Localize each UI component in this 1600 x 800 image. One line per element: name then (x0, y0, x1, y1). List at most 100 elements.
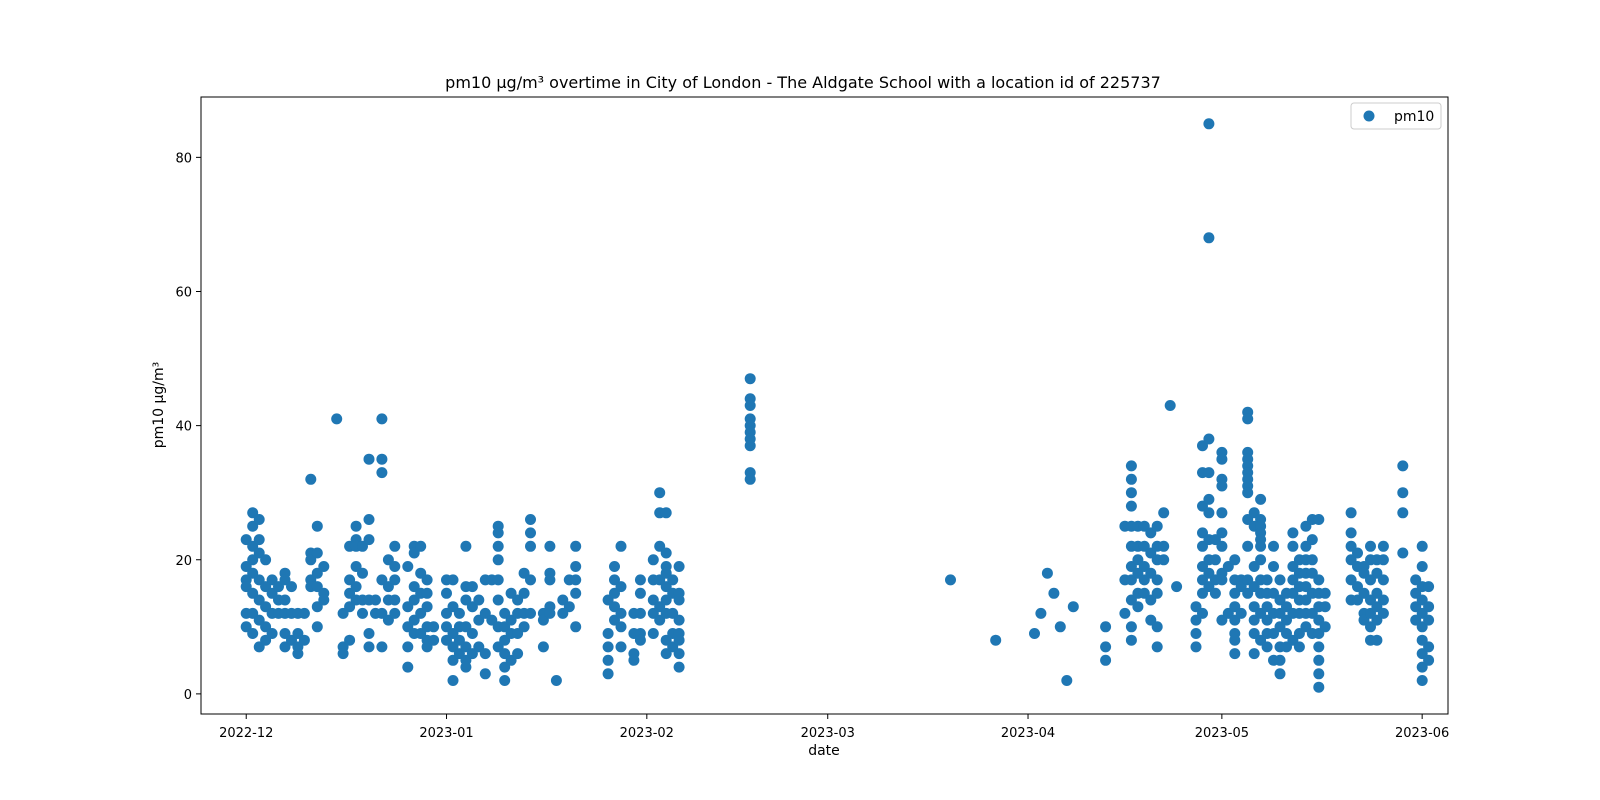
data-point (363, 641, 375, 653)
data-point (1151, 641, 1163, 653)
data-point (266, 628, 278, 639)
data-point (1397, 460, 1409, 472)
data-point (389, 574, 401, 586)
data-point (1151, 587, 1163, 599)
data-point (634, 574, 646, 586)
data-point (311, 547, 323, 559)
data-point (1158, 540, 1170, 552)
data-point (492, 527, 504, 539)
data-point (1313, 668, 1325, 680)
data-point (415, 540, 427, 552)
data-point (1197, 607, 1208, 619)
data-point (1029, 628, 1040, 639)
data-point (525, 527, 536, 539)
data-point (1287, 527, 1299, 539)
data-point (673, 634, 685, 646)
data-point (376, 413, 388, 425)
data-point (247, 554, 259, 566)
data-point (602, 654, 614, 666)
data-point (1235, 607, 1247, 619)
data-point (376, 453, 388, 465)
data-point (654, 487, 666, 499)
data-point (1306, 554, 1318, 566)
data-point (305, 473, 317, 485)
data-point (1151, 520, 1163, 532)
data-point (544, 607, 556, 619)
data-point (1229, 634, 1241, 646)
data-point (1371, 634, 1383, 646)
data-point (363, 514, 375, 525)
data-point (1132, 601, 1144, 613)
data-point (331, 413, 343, 425)
data-point (945, 574, 956, 586)
data-point (1377, 594, 1389, 606)
data-point (298, 607, 310, 619)
data-point (453, 607, 465, 619)
data-point (479, 648, 491, 660)
data-point (1274, 668, 1286, 680)
data-point (376, 641, 388, 653)
legend-box (1350, 102, 1442, 130)
data-point (673, 614, 685, 626)
data-point (570, 540, 582, 552)
data-point (479, 668, 491, 680)
data-point (1125, 621, 1137, 633)
data-point (260, 554, 272, 566)
y-tick-label: 60 (175, 285, 192, 300)
data-point (634, 634, 646, 646)
data-point (253, 514, 265, 525)
data-point (1158, 554, 1170, 566)
data-point (1274, 574, 1286, 586)
data-point (1229, 648, 1241, 660)
data-point (1216, 574, 1228, 586)
data-point (1061, 675, 1073, 686)
data-point (563, 601, 575, 613)
data-point (389, 540, 401, 552)
data-point (1377, 554, 1389, 566)
data-point (447, 675, 459, 686)
data-point (744, 473, 756, 485)
data-point (1203, 232, 1215, 244)
data-point (647, 628, 659, 639)
data-point (318, 594, 330, 606)
data-point (1423, 601, 1435, 613)
data-points (240, 118, 1435, 693)
data-point (1100, 641, 1112, 653)
data-point (247, 628, 259, 639)
data-point (350, 520, 362, 532)
x-tick-label: 2023-01 (419, 726, 473, 741)
data-point (1125, 634, 1137, 646)
data-point (311, 520, 323, 532)
data-point (1423, 614, 1435, 626)
data-point (311, 621, 323, 633)
y-tick-label: 40 (175, 420, 192, 435)
data-point (1048, 587, 1060, 599)
data-point (1377, 574, 1389, 586)
data-point (1100, 654, 1112, 666)
x-tick-label: 2023-06 (1395, 726, 1449, 741)
data-point (550, 675, 562, 686)
data-point (1216, 453, 1228, 465)
data-point (1041, 567, 1053, 579)
x-tick-label: 2023-05 (1195, 726, 1249, 741)
data-point (615, 581, 627, 593)
data-point (499, 675, 511, 686)
data-point (1423, 654, 1435, 666)
data-point (1255, 554, 1267, 566)
data-point (1248, 648, 1260, 660)
data-point (1158, 507, 1170, 519)
data-point (667, 574, 679, 586)
data-point (602, 641, 614, 653)
data-point (402, 641, 414, 653)
data-point (744, 440, 756, 452)
data-point (492, 540, 504, 552)
data-point (525, 514, 536, 525)
data-point (1190, 628, 1202, 639)
data-point (1203, 118, 1215, 130)
legend-marker (1363, 110, 1375, 122)
y-tick-label: 20 (175, 554, 192, 569)
data-point (673, 661, 685, 673)
data-point (602, 668, 614, 680)
data-point (1216, 480, 1228, 492)
